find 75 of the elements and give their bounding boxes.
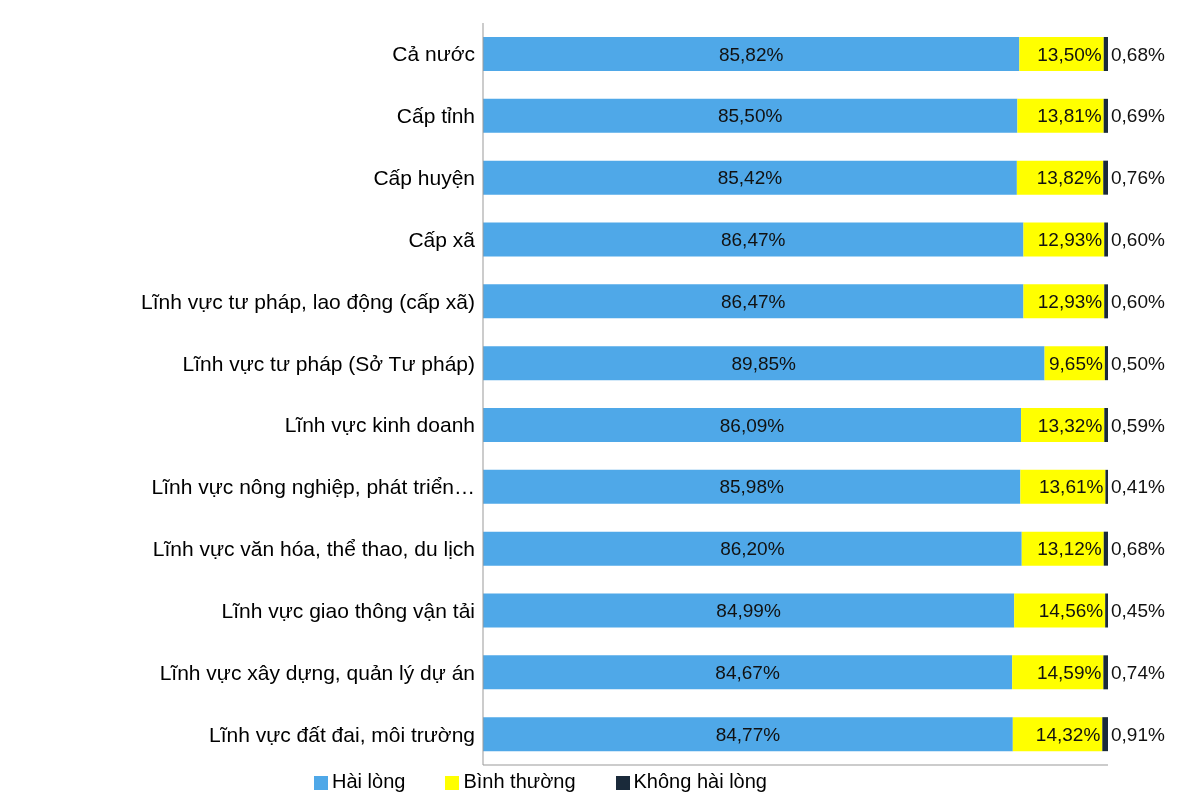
data-label: 12,93% bbox=[1037, 290, 1103, 312]
bar bbox=[1103, 160, 1108, 195]
data-label: 0,41% bbox=[1111, 476, 1165, 498]
y-tick-label: Cấp xã bbox=[408, 227, 476, 251]
data-label: 0,60% bbox=[1111, 229, 1165, 251]
legend-label: Không hài lòng bbox=[633, 770, 767, 792]
data-label: 0,60% bbox=[1111, 290, 1165, 312]
y-tick-label: Cấp huyện bbox=[373, 166, 475, 190]
data-label: 0,59% bbox=[1111, 414, 1165, 436]
bar bbox=[1103, 531, 1108, 566]
data-label: 86,20% bbox=[720, 538, 785, 560]
bar bbox=[483, 408, 1022, 442]
data-label: 0,76% bbox=[1111, 167, 1165, 189]
y-tick-label: Lĩnh vực đất đai, môi trường bbox=[208, 722, 475, 746]
data-label: 13,81% bbox=[1037, 105, 1102, 127]
data-label: 85,42% bbox=[717, 167, 783, 189]
y-tick-label: Lĩnh vực giao thông vận tải bbox=[221, 598, 475, 622]
bar bbox=[1104, 222, 1108, 257]
bar bbox=[1103, 37, 1108, 71]
bar bbox=[483, 284, 1024, 319]
y-tick-label: Lĩnh vực nông nghiệp, phát triển… bbox=[151, 475, 475, 499]
bar bbox=[483, 160, 1017, 195]
data-label: 85,82% bbox=[718, 43, 784, 65]
bar bbox=[1104, 284, 1108, 319]
data-label: 89,85% bbox=[731, 352, 797, 374]
bar bbox=[1102, 717, 1108, 752]
data-label: 0,45% bbox=[1111, 600, 1165, 622]
data-label: 13,50% bbox=[1037, 43, 1102, 65]
data-label: 84,67% bbox=[715, 661, 780, 683]
data-label: 0,68% bbox=[1111, 43, 1165, 65]
data-label: 0,69% bbox=[1111, 105, 1165, 127]
bar bbox=[1104, 346, 1108, 381]
y-tick-label: Lĩnh vực tư pháp (Sở Tư pháp) bbox=[182, 351, 475, 375]
bar bbox=[483, 655, 1013, 690]
y-tick-label: Lĩnh vực xây dựng, quản lý dự án bbox=[159, 660, 475, 684]
data-label: 85,50% bbox=[717, 105, 783, 127]
y-tick-label: Lĩnh vực văn hóa, thể thao, du lịch bbox=[152, 537, 475, 561]
bar bbox=[483, 98, 1018, 133]
bar bbox=[1104, 408, 1108, 442]
data-label: 13,82% bbox=[1036, 167, 1102, 189]
data-label: 86,09% bbox=[719, 414, 785, 436]
data-label: 0,91% bbox=[1111, 723, 1165, 745]
data-label: 86,47% bbox=[720, 290, 786, 312]
bar bbox=[1105, 469, 1108, 504]
data-label: 14,56% bbox=[1038, 600, 1104, 622]
data-label: 12,93% bbox=[1037, 229, 1103, 251]
y-tick-label: Lĩnh vực kinh doanh bbox=[284, 413, 475, 437]
legend-label: Hài lòng bbox=[332, 770, 406, 792]
data-label: 84,99% bbox=[716, 600, 781, 622]
bar bbox=[483, 37, 1020, 71]
y-tick-label: Lĩnh vực tư pháp, lao động (cấp xã) bbox=[141, 289, 475, 313]
bar bbox=[483, 346, 1045, 381]
y-tick-label: Cả nước bbox=[392, 42, 475, 66]
bar bbox=[1103, 655, 1108, 690]
data-label: 14,59% bbox=[1036, 661, 1102, 683]
bar bbox=[1105, 593, 1108, 628]
data-label: 13,12% bbox=[1037, 538, 1102, 560]
data-label: 85,98% bbox=[719, 476, 785, 498]
data-label: 13,61% bbox=[1038, 476, 1104, 498]
data-label: 86,47% bbox=[720, 229, 786, 251]
bar bbox=[483, 717, 1013, 752]
bar bbox=[483, 469, 1021, 504]
bar bbox=[483, 531, 1022, 566]
data-label: 9,65% bbox=[1049, 352, 1103, 374]
bar bbox=[483, 222, 1024, 257]
y-tick-label: Cấp tỉnh bbox=[396, 104, 475, 128]
bar bbox=[483, 593, 1015, 628]
legend-label: Bình thường bbox=[463, 770, 576, 792]
data-label: 0,74% bbox=[1111, 661, 1165, 683]
data-label: 0,50% bbox=[1111, 352, 1165, 374]
data-label: 84,77% bbox=[715, 723, 781, 745]
data-label: 14,32% bbox=[1035, 723, 1101, 745]
bar bbox=[1103, 98, 1108, 133]
data-label: 0,68% bbox=[1111, 538, 1165, 560]
data-label: 13,32% bbox=[1037, 414, 1103, 436]
